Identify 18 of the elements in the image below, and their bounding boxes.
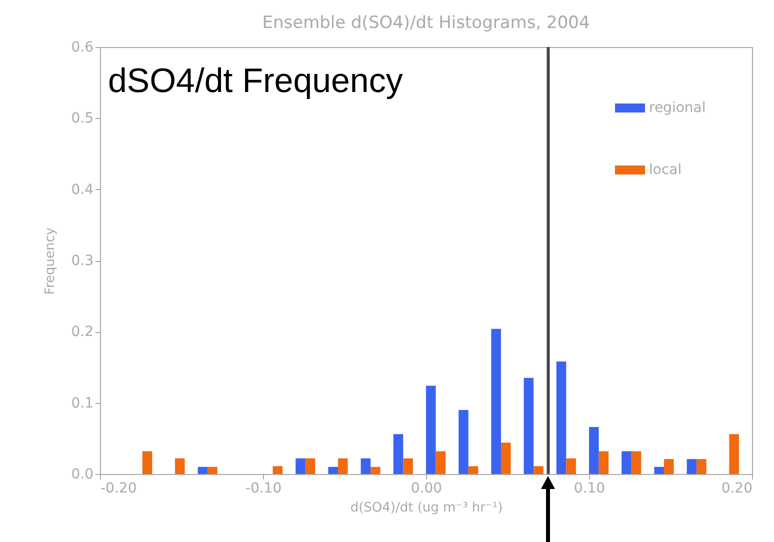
x-tick-label: 0.20 <box>721 480 752 496</box>
chart-title: Ensemble d(SO4)/dt Histograms, 2004 <box>262 13 590 33</box>
y-tick-label: 0.6 <box>71 40 94 56</box>
y-tick-label: 0.2 <box>71 324 94 340</box>
y-tick-label: 0.4 <box>71 182 94 198</box>
x-tick-label: 0.00 <box>410 480 442 496</box>
y-axis-title: Frequency <box>43 227 58 295</box>
x-tick-label: -0.10 <box>245 480 282 496</box>
y-tick-label: 0.5 <box>71 110 94 127</box>
y-tick-label: 0.3 <box>71 253 94 269</box>
x-tick-label: -0.20 <box>100 480 137 496</box>
y-tick-label: 0.1 <box>71 395 94 412</box>
legend-label: regional <box>649 100 706 116</box>
annotation: dSO4/dt Frequency <box>108 62 403 100</box>
y-tick-label: 0.0 <box>71 466 94 482</box>
legend-label: local <box>649 162 682 178</box>
x-axis-title: d(SO4)/dt (ug m⁻³ hr⁻¹) <box>350 500 503 516</box>
x-tick-label: 0.10 <box>574 480 606 496</box>
